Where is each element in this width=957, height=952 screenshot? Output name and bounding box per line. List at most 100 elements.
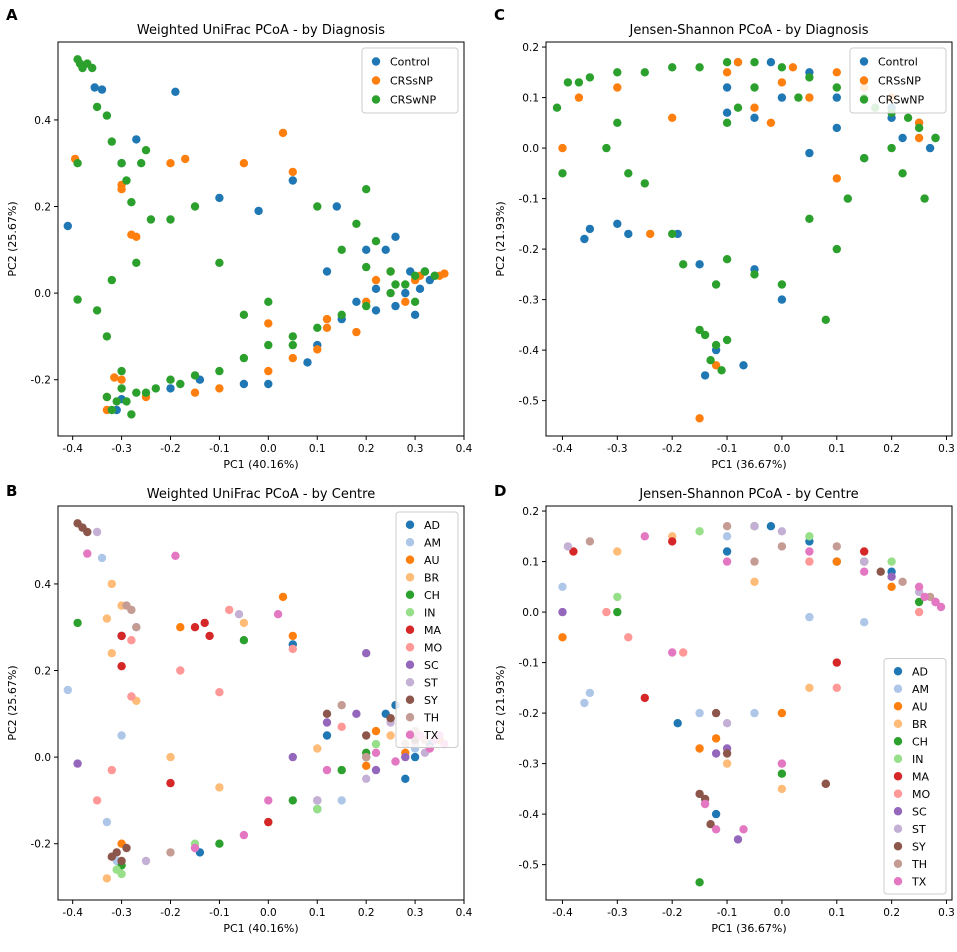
data-point-control (63, 221, 72, 231)
data-point-ad (766, 522, 776, 531)
data-point-crswnp (117, 159, 126, 168)
legend-marker (893, 807, 903, 816)
data-point-crswnp (88, 63, 97, 73)
data-point-crswnp (132, 388, 141, 397)
data-point-crswnp (574, 78, 584, 87)
data-point-in (887, 557, 896, 566)
legend-marker (893, 824, 903, 833)
data-point-control (401, 288, 410, 298)
x-tick-label: 0.0 (774, 907, 791, 919)
legend-label: AM (912, 683, 929, 696)
data-point-crswnp (613, 68, 622, 77)
data-point-st (313, 796, 322, 805)
x-tick-label: 0.0 (260, 907, 277, 919)
data-point-crswnp (931, 133, 940, 143)
data-point-crswnp (706, 356, 715, 365)
x-axis-label: PC1 (40.16%) (223, 458, 298, 471)
legend-label: MA (424, 624, 441, 637)
data-point-crswnp (430, 271, 439, 280)
data-point-th (127, 605, 136, 615)
data-point-am (805, 612, 814, 622)
data-point-ch (288, 796, 297, 805)
data-point-ma (569, 547, 578, 556)
legend-marker (859, 76, 869, 85)
legend-label: IN (424, 606, 435, 619)
data-point-control (132, 135, 141, 144)
data-point-crssnp (711, 361, 721, 370)
data-point-crswnp (733, 103, 743, 112)
data-point-mo (176, 666, 185, 675)
data-point-crswnp (352, 219, 361, 228)
data-point-crswnp (313, 202, 322, 211)
legend-label: MO (912, 788, 930, 801)
y-tick-label: 0.2 (522, 42, 539, 54)
data-point-ch (215, 839, 224, 848)
data-point-crswnp (137, 159, 146, 168)
data-point-in (695, 527, 704, 536)
data-point-sc (73, 759, 82, 768)
data-point-sy (107, 852, 117, 861)
data-point-sy (722, 749, 732, 758)
scatter-points (63, 519, 449, 883)
plot-frame (545, 505, 953, 901)
plot-frame (545, 41, 953, 437)
legend-label: SY (912, 840, 926, 853)
data-point-am (63, 685, 72, 695)
x-tick-label: 0.3 (407, 907, 424, 919)
legend-marker (859, 95, 869, 104)
data-point-crssnp (440, 269, 449, 278)
data-point-tx (190, 843, 200, 853)
x-tick-label: 0.2 (883, 443, 900, 455)
data-point-br (102, 874, 112, 883)
x-axis-label: PC1 (36.67%) (711, 458, 786, 471)
x-tick-label: -0.3 (111, 907, 132, 919)
data-point-st (777, 527, 787, 536)
data-point-crswnp (679, 260, 688, 269)
legend-label: SC (424, 659, 439, 672)
data-point-br (722, 759, 732, 768)
data-point-ma (166, 778, 175, 788)
y-tick-label: -0.4 (519, 809, 540, 821)
data-point-control (97, 85, 107, 94)
legend-marker (893, 702, 903, 711)
legend-label: CRSsNP (390, 75, 433, 88)
scatter-points (63, 55, 449, 419)
data-point-br (313, 744, 322, 753)
data-point-crswnp (313, 323, 322, 332)
data-point-crswnp (239, 353, 249, 363)
data-point-control (898, 133, 907, 143)
data-point-in (313, 804, 322, 814)
data-point-tx (936, 602, 946, 612)
data-point-in (805, 532, 814, 541)
x-tick-label: -0.3 (111, 443, 132, 455)
data-point-crswnp (190, 202, 200, 211)
data-point-br (166, 752, 175, 762)
data-point-crssnp (401, 297, 410, 306)
data-point-crswnp (585, 73, 595, 82)
x-tick-label: -0.2 (662, 443, 683, 455)
data-point-in (117, 869, 126, 879)
data-point-crswnp (337, 310, 346, 319)
data-point-ma (117, 631, 126, 641)
panel-letter: C (494, 6, 505, 24)
data-point-control (171, 87, 180, 97)
data-point-sc (733, 835, 743, 844)
panel-letter: B (6, 482, 17, 500)
data-point-mo (602, 607, 611, 617)
data-point-crssnp (750, 103, 759, 112)
legend-marker (405, 573, 415, 582)
data-point-br (239, 618, 249, 628)
legend-label: BR (912, 718, 928, 731)
data-point-crswnp (215, 366, 224, 376)
data-point-crswnp (73, 159, 82, 168)
data-point-control (332, 202, 341, 211)
data-point-crssnp (805, 93, 814, 102)
data-point-sc (711, 749, 721, 758)
y-axis-label: PC2 (21.93%) (494, 665, 507, 740)
data-point-crssnp (352, 327, 361, 337)
data-point-br (777, 784, 787, 794)
x-tick-label: 0.4 (456, 443, 473, 455)
plot-title: Jensen-Shannon PCoA - by Centre (638, 487, 858, 502)
x-tick-label: -0.2 (160, 443, 181, 455)
